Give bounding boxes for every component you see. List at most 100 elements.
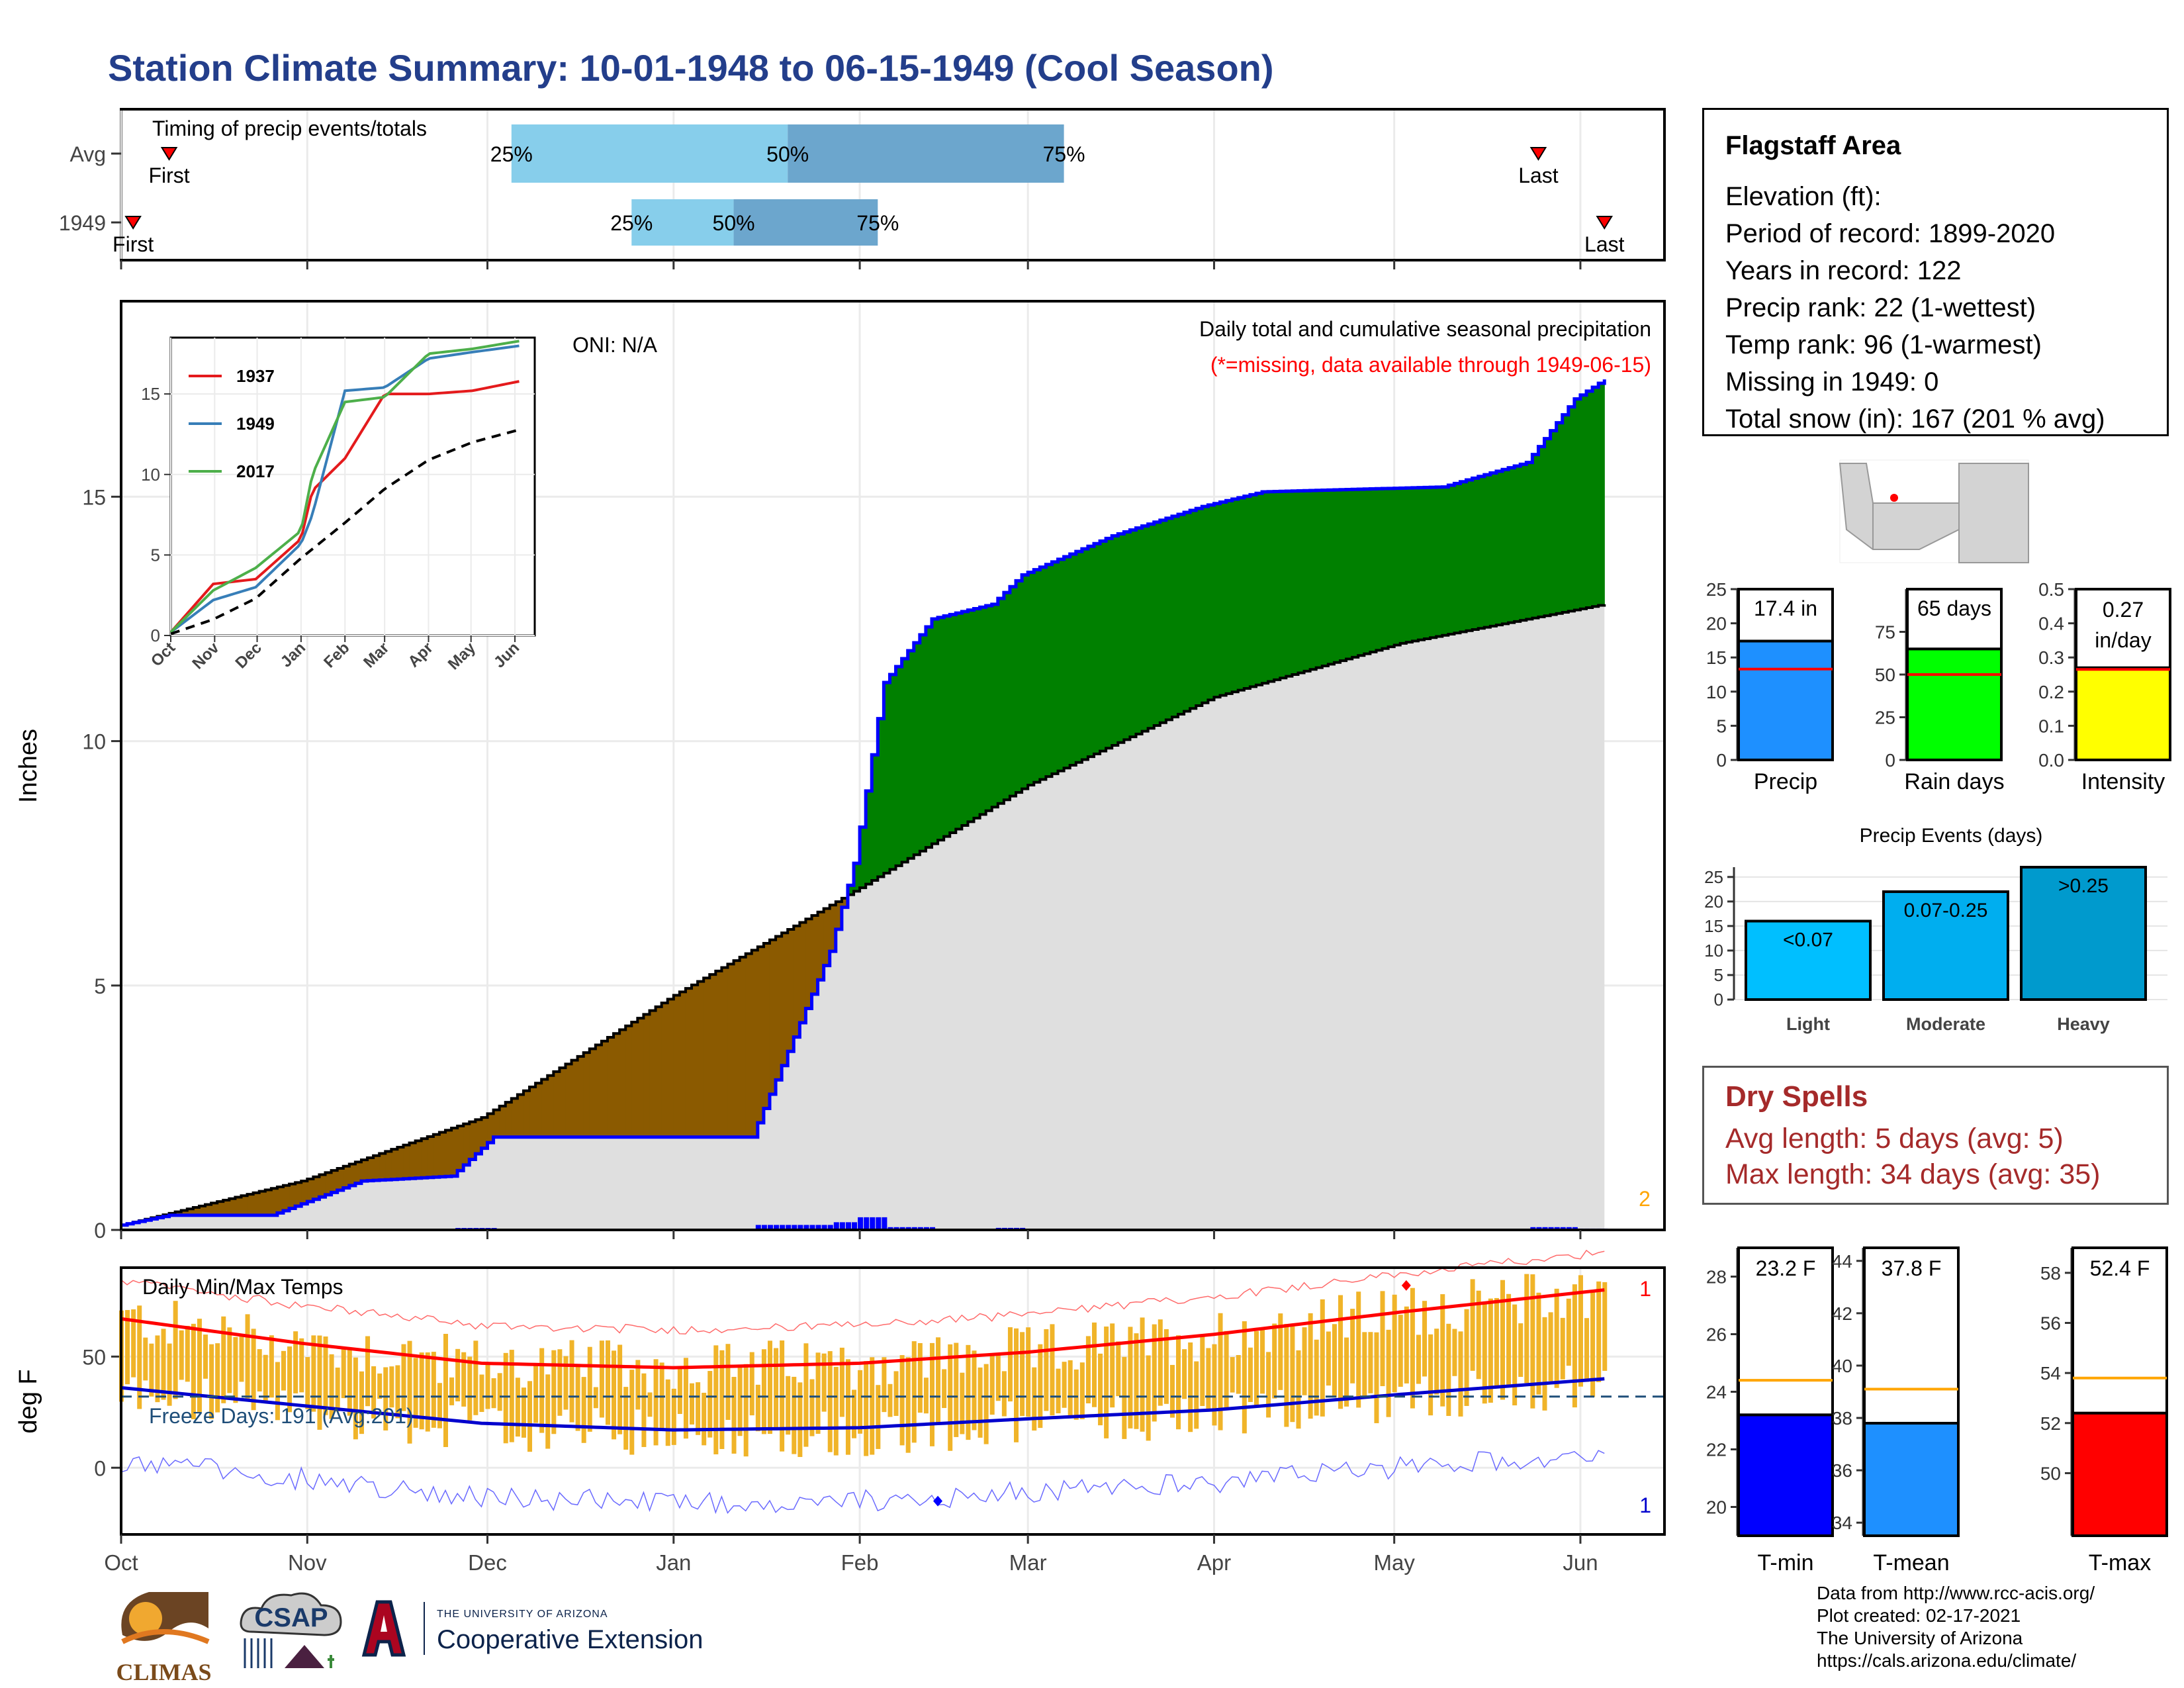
daily-temp-bar <box>443 1334 448 1447</box>
daily-temp-bar <box>702 1392 707 1446</box>
marker-triangle <box>124 216 142 230</box>
deficit-bar <box>295 1182 302 1207</box>
timing-bar-25-50 <box>631 199 734 246</box>
deficit-bar <box>535 1083 542 1137</box>
deficit-bar <box>361 1160 368 1182</box>
deficit-bar <box>823 908 831 966</box>
deficit-bar <box>421 1139 428 1178</box>
surplus-bar <box>1328 490 1335 665</box>
temp-summary-bar <box>1863 1421 1960 1538</box>
surplus-bar <box>1106 538 1113 749</box>
daily-temp-bar <box>1050 1324 1055 1416</box>
deficit-bar <box>427 1136 434 1178</box>
daily-precip-bar <box>858 1217 864 1230</box>
record-high-marker <box>1401 1280 1411 1291</box>
deficit-bar <box>799 922 807 1023</box>
deficit-bar <box>601 1041 608 1137</box>
deficit-bar <box>367 1157 374 1181</box>
daily-temp-bar <box>1032 1367 1037 1431</box>
daily-temp-bar <box>545 1374 551 1449</box>
daily-temp-bar <box>1350 1309 1355 1383</box>
avg-area <box>121 604 1605 1230</box>
daily-temp-bar <box>641 1373 647 1447</box>
surplus-bar <box>1214 503 1221 698</box>
daily-temp-bar <box>1122 1356 1127 1439</box>
surplus-bar <box>1406 488 1413 643</box>
surplus-bar <box>1016 581 1023 793</box>
daily-temp-bar <box>473 1340 478 1415</box>
surplus-bar <box>1472 478 1479 630</box>
daily-temp-bar <box>425 1352 430 1432</box>
surplus-bar <box>1046 564 1053 777</box>
deficit-bar <box>223 1199 230 1215</box>
daily-temp-bar <box>1266 1352 1271 1418</box>
daily-temp-bar <box>1362 1332 1367 1398</box>
daily-temp-bar <box>1374 1332 1379 1423</box>
daily-temp-bar <box>365 1336 371 1407</box>
temp-summary-bar <box>1737 1413 1834 1538</box>
deficit-bar <box>733 961 741 1137</box>
ytick-label: 0 <box>1714 990 1723 1009</box>
deficit-bar <box>727 964 735 1137</box>
daily-temp-bar <box>173 1301 178 1399</box>
inset-ytick: 15 <box>141 384 160 404</box>
timing-row-label: 1949 <box>59 211 106 235</box>
deficit-bar <box>571 1060 578 1137</box>
legend-label: 1949 <box>236 414 275 434</box>
surplus-bar <box>956 613 962 829</box>
daily-temp-bar <box>1091 1322 1097 1407</box>
deficit-bar <box>403 1145 410 1179</box>
daily-precip-bar <box>774 1225 780 1230</box>
deficit-bar <box>415 1141 422 1178</box>
daily-temp-bar <box>1056 1368 1061 1414</box>
daily-temp-bar <box>966 1344 971 1440</box>
daily-temp-bar <box>803 1343 809 1447</box>
missing-note: (*=missing, data available through 1949-… <box>1210 353 1651 377</box>
station-line: Temp rank: 96 (1-warmest) <box>1725 330 2042 359</box>
surplus-bar <box>1394 488 1401 645</box>
deficit-bar <box>283 1185 290 1211</box>
surplus-bar <box>1081 549 1089 760</box>
deficit-bar <box>211 1203 218 1215</box>
deficit-bar <box>679 992 686 1137</box>
deficit-bar <box>391 1149 398 1180</box>
surplus-bar <box>919 634 927 851</box>
daily-temp-bar <box>653 1359 659 1446</box>
deficit-bar <box>349 1164 356 1186</box>
daily-precip-bar <box>864 1217 870 1230</box>
surplus-bar <box>1069 554 1077 766</box>
daily-temp-bar <box>179 1330 184 1380</box>
surplus-bar <box>1087 546 1095 757</box>
daily-temp-bar <box>269 1335 274 1398</box>
daily-temp-bar <box>467 1356 473 1421</box>
daily-temp-bar <box>533 1364 539 1423</box>
surplus-bar <box>884 682 891 873</box>
deficit-bar <box>709 974 716 1137</box>
daily-temp-bar <box>1488 1298 1493 1403</box>
csap-text: CSAP <box>254 1603 328 1632</box>
daily-temp-bar <box>1236 1355 1241 1394</box>
event-bar <box>2020 866 2147 1001</box>
deficit-bar <box>625 1025 632 1137</box>
daily-precip-bar <box>923 1227 929 1230</box>
daily-precip-bar <box>839 1222 845 1230</box>
surplus-bar <box>1418 487 1425 640</box>
daily-temp-bar <box>1098 1353 1103 1426</box>
surplus-bar <box>1586 391 1593 608</box>
ytick-label: 5 <box>1716 716 1727 736</box>
surplus-bar <box>1165 518 1173 720</box>
daily-temp-bar <box>989 1354 995 1415</box>
daily-temp-bar <box>995 1354 1001 1401</box>
month-label: Jan <box>656 1550 691 1575</box>
deficit-bar <box>529 1087 536 1137</box>
daily-temp-bar <box>719 1350 725 1449</box>
deficit-bar <box>355 1162 362 1184</box>
surplus-bar <box>901 658 909 863</box>
surplus-bar <box>1142 526 1149 731</box>
daily-temp-bar <box>1590 1291 1596 1397</box>
daily-temp-bar <box>137 1305 142 1409</box>
record-low-marker <box>933 1495 943 1507</box>
surplus-bar <box>913 642 921 855</box>
surplus-bar <box>1118 534 1124 743</box>
